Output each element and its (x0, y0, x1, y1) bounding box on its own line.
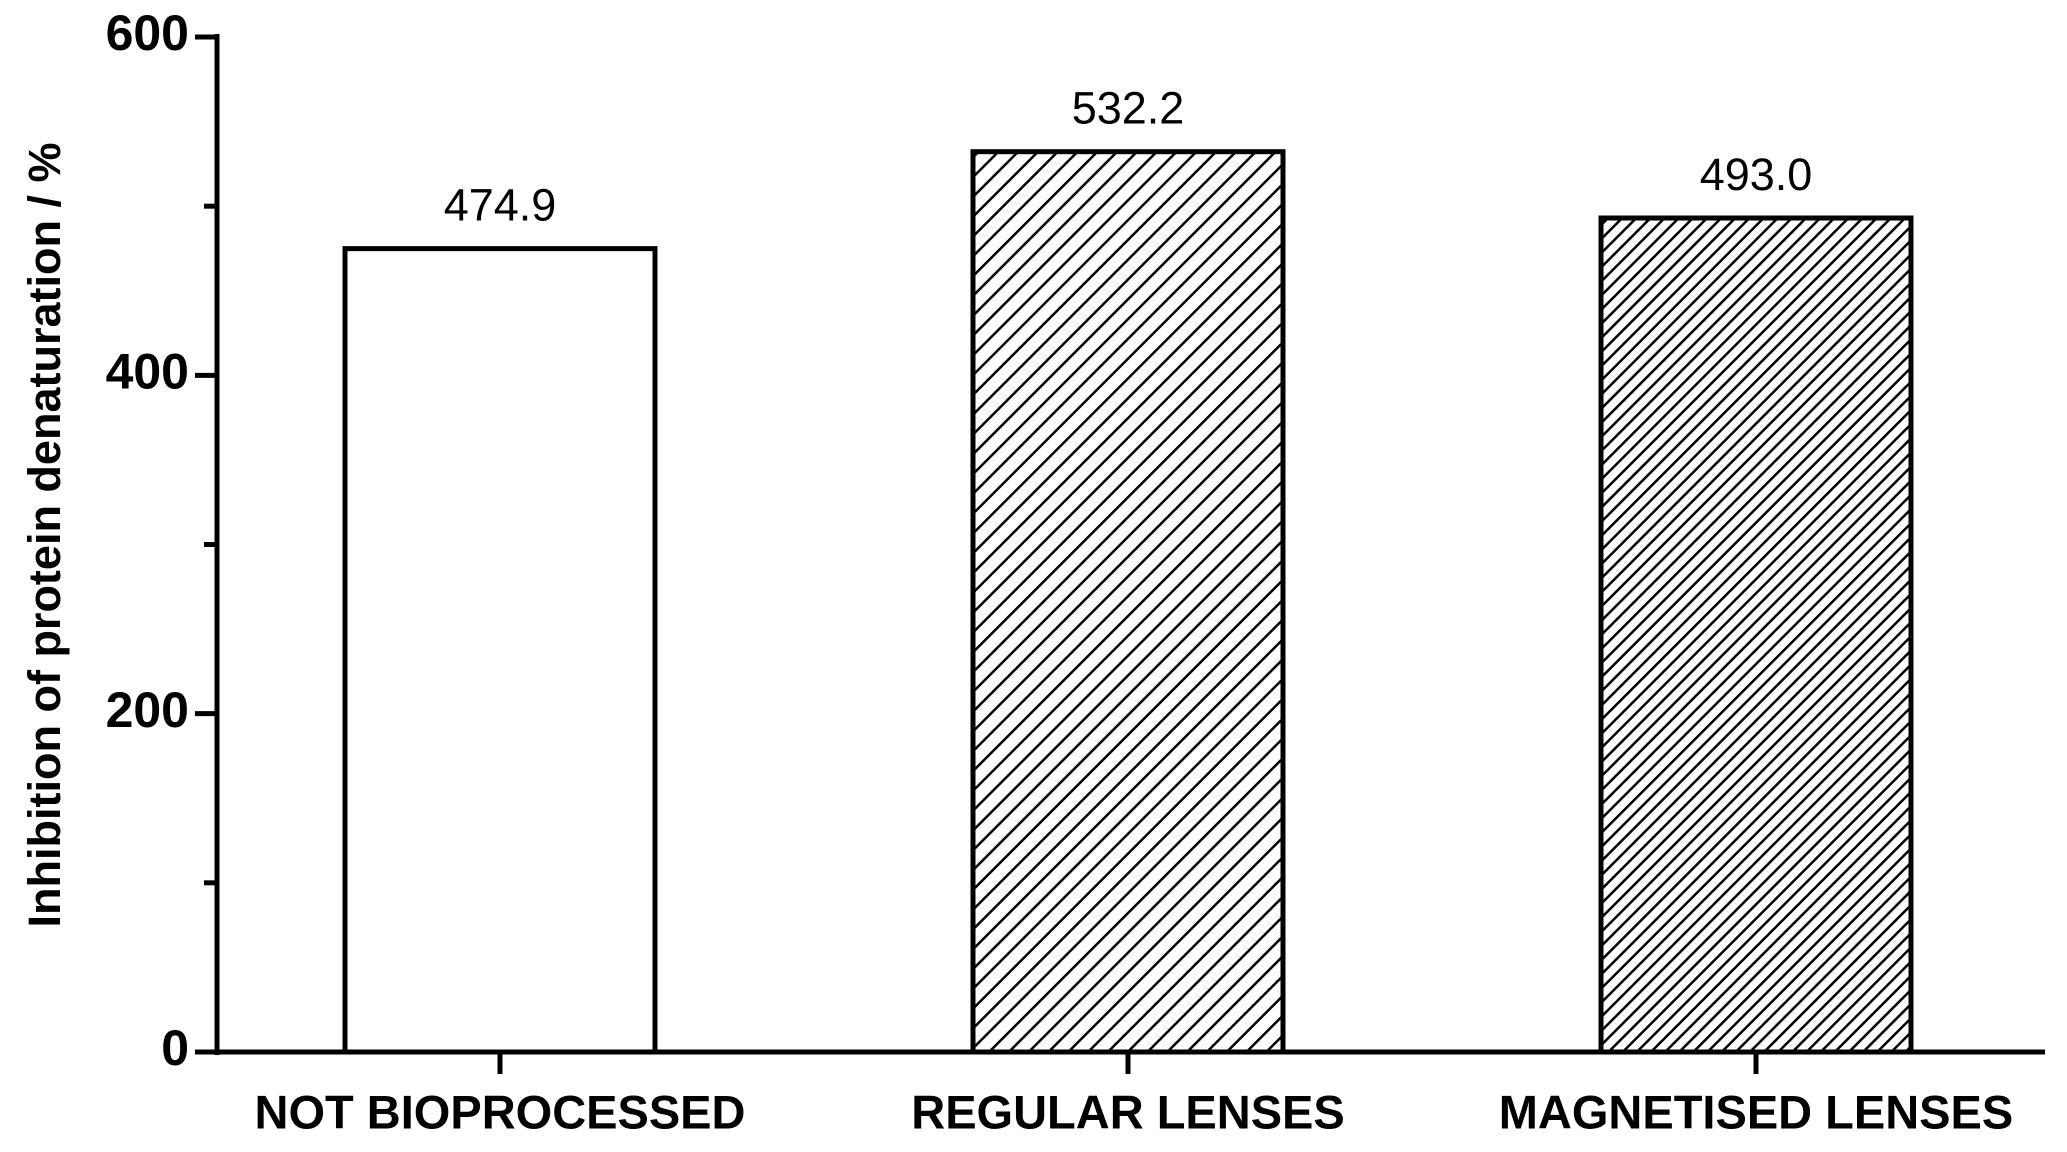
bar (1598, 215, 1914, 1055)
bar (970, 149, 1286, 1055)
y-axis-title: Inhibition of protein denaturation / % (19, 143, 70, 928)
x-tick-label: NOT BIOPROCESSED (255, 1085, 746, 1138)
value-label: 532.2 (1072, 83, 1185, 134)
value-label: 474.9 (444, 180, 557, 231)
x-tick-label: MAGNETISED LENSES (1499, 1085, 2013, 1138)
x-tick-label: REGULAR LENSES (911, 1085, 1345, 1138)
bar (342, 246, 658, 1055)
y-tick-label: 600 (106, 5, 189, 61)
value-label: 493.0 (1700, 149, 1813, 200)
y-tick-label: 200 (106, 682, 189, 738)
y-tick-label: 400 (106, 344, 189, 400)
y-tick-label: 0 (161, 1020, 189, 1076)
